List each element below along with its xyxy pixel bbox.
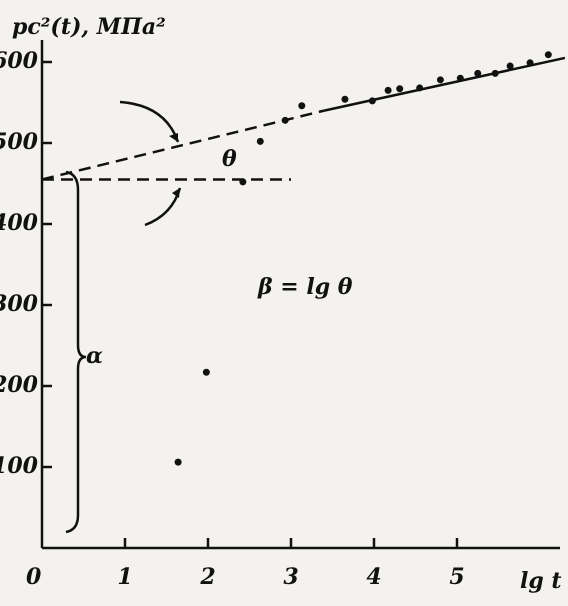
y-axis-label: pc²(t), МПа² [12, 14, 166, 40]
arrow-head [169, 133, 178, 142]
trend-line [41, 109, 325, 181]
data-point [341, 95, 349, 103]
beta-label: β = lg θ [257, 274, 353, 300]
data-point [174, 458, 182, 466]
arrow-head [172, 188, 180, 198]
trend-line [323, 56, 566, 112]
data-point [298, 102, 306, 110]
data-point [526, 59, 534, 67]
alpha-label: α [86, 343, 103, 369]
data-point [456, 74, 464, 82]
x-tick-label: 2 [199, 564, 215, 590]
y-tick-label: 100 [0, 453, 39, 479]
data-point [239, 178, 247, 186]
origin-label: 0 [26, 564, 42, 590]
data-point [256, 137, 264, 145]
data-point [544, 51, 552, 59]
y-tick-label: 500 [0, 129, 39, 155]
alpha-brace [65, 170, 87, 534]
x-tick-label: 1 [117, 564, 132, 590]
y-tick-label: 600 [0, 48, 39, 74]
data-point [368, 97, 376, 105]
y-tick-label: 300 [0, 291, 39, 317]
data-point [491, 69, 499, 77]
data-point [474, 69, 482, 77]
theta-label: θ [222, 146, 237, 172]
data-point [384, 86, 392, 94]
data-point [202, 368, 210, 376]
data-point [506, 62, 514, 70]
x-tick-label: 5 [449, 564, 464, 590]
x-axis-label: lg t [520, 568, 562, 594]
y-tick-label: 200 [0, 372, 39, 398]
data-point [396, 85, 404, 93]
data-point [281, 116, 289, 124]
x-tick-label: 3 [283, 564, 298, 590]
data-point [416, 84, 424, 92]
x-tick-label: 4 [366, 564, 381, 590]
y-tick-label: 400 [0, 210, 39, 236]
data-point [436, 76, 444, 84]
